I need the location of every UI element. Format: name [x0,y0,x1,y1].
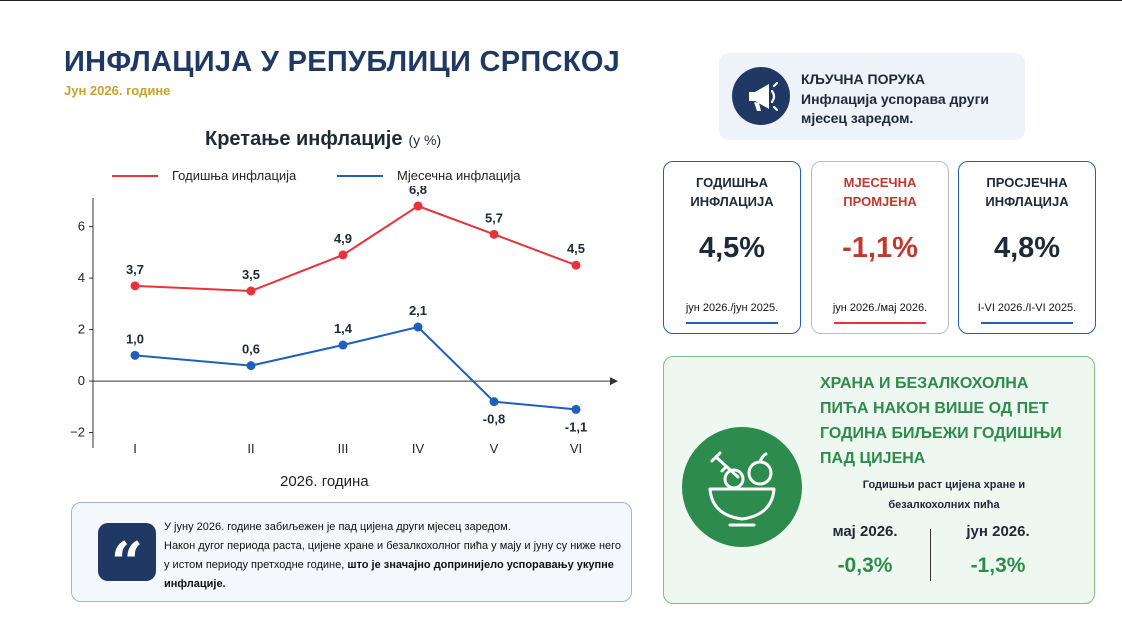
food-jun-label: јун 2026. [966,523,1030,540]
y-tick-label: 4 [78,270,85,285]
data-label-annual: 5,7 [485,210,503,225]
data-label-monthly: 2,1 [409,303,427,318]
quote-icon: “ [98,523,156,596]
data-point-annual [571,260,581,270]
card-monthly-change: МЈЕСЕЧНА ПРОМЈЕНА -1,1% јун 2026./мај 20… [811,161,949,334]
quote-text: У јуну 2026. године забиљежен је пад циј… [164,518,624,594]
card-value: 4,8% [993,232,1061,264]
food-may-column: мај 2026. -0,3% [805,523,925,578]
card-underline [981,322,1073,324]
food-may-value: -0,3% [837,554,893,577]
data-point-annual [246,286,256,296]
data-point-monthly [489,397,499,407]
card-description: јун 2026./мај 2026. [832,302,928,314]
quote-line-1: У јуну 2026. године забиљежен је пад циј… [164,521,511,533]
data-label-annual: 3,5 [242,267,260,282]
card-description: I-VI 2026./I-VI 2025. [977,302,1077,314]
card-underline [834,322,926,324]
food-divider [930,529,931,581]
data-point-annual [130,281,140,291]
card-underline [686,322,778,324]
key-message-panel: КЉУЧНА ПОРУКА Инфлација успорава други м… [719,53,1025,140]
card-title: МЈЕСЕЧНА ПРОМЈЕНА [843,175,917,209]
food-may-label: мај 2026. [832,523,898,540]
data-label-monthly: 1,4 [334,321,353,336]
data-point-annual [489,229,499,239]
data-label-monthly: -1,1 [565,419,587,434]
x-tick-label: I [133,441,137,456]
x-tick-label: VI [570,441,582,456]
chart-title-text: Кретање инфлације [205,128,403,150]
top-border-line [0,0,1122,1]
x-tick-label: II [247,441,254,456]
legend-label-annual: Годишња инфлација [172,168,297,183]
x-tick-label: V [490,441,499,456]
food-title: ХРАНА И БЕЗАЛКОХОЛНА ПИЋА НАКОН ВИШЕ ОД … [820,375,1062,467]
data-label-annual: 3,7 [126,262,144,277]
data-point-monthly [338,340,348,350]
key-message-text: Инфлација успорава други мјесец заредом. [801,91,990,126]
megaphone-icon [732,67,790,125]
series-line-annual [134,204,577,292]
legend-swatch-annual [112,174,158,177]
data-point-annual [413,201,423,211]
data-label-monthly: -0,8 [483,412,505,427]
data-label-annual: 4,5 [567,241,585,256]
x-tick-label: IV [412,441,425,456]
card-title: ГОДИШЊА ИНФЛАЦИЈА [690,175,774,209]
food-bowl-icon [682,427,802,547]
chart-unit: (у %) [408,132,442,148]
data-point-monthly [571,404,581,414]
food-subtitle: Годишњи раст цијена хране и безалкохолни… [862,479,1026,511]
quote-line-2: Након дугог периода раста, цијене хране … [164,540,622,571]
y-tick-label: −2 [70,425,85,440]
legend-item-annual: Годишња инфлација [112,168,296,183]
chart-title: Кретање инфлације (у %) [205,128,441,151]
card-average-inflation: ПРОСЈЕЧНА ИНФЛАЦИЈА 4,8% I-VI 2026./I-VI… [958,161,1096,334]
data-label-monthly: 1,0 [126,331,144,346]
x-axis-label: 2026. година [280,473,369,490]
data-label-annual: 6,8 [409,186,427,197]
card-value: -1,1% [842,232,918,264]
data-point-monthly [413,322,423,332]
food-jun-column: јун 2026. -1,3% [938,523,1058,578]
page-subtitle: Јун 2026. године [64,83,171,98]
page-title: ИНФЛАЦИЈА У РЕПУБЛИЦИ СРПСКОЈ [64,46,621,78]
data-label-monthly: 0,6 [242,342,260,357]
y-tick-label: 2 [78,322,85,337]
data-point-monthly [246,361,256,371]
card-title: ПРОСЈЕЧНА ИНФЛАЦИЈА [985,175,1069,209]
data-point-annual [338,250,348,260]
series-line-monthly [134,325,577,411]
food-panel: ХРАНА И БЕЗАЛКОХОЛНА ПИЋА НАКОН ВИШЕ ОД … [663,356,1095,604]
card-description: јун 2026./јун 2025. [685,302,779,314]
data-label-annual: 4,9 [334,231,352,246]
data-point-monthly [130,350,140,360]
quote-bold: што је значајно допринијело успоравању у… [164,559,614,590]
legend-item-monthly: Мјесечна инфлација [337,168,521,183]
x-axis-arrow [610,377,618,386]
y-tick-label: 0 [78,373,85,388]
legend-label-monthly: Мјесечна инфлација [397,168,521,183]
food-jun-value: -1,3% [970,554,1026,577]
card-annual-inflation: ГОДИШЊА ИНФЛАЦИЈА 4,5% јун 2026./јун 202… [663,161,801,334]
legend-swatch-monthly [337,174,383,177]
quote-panel: “ У јуну 2026. године забиљежен је пад ц… [71,502,632,602]
y-tick-label: 6 [78,219,85,234]
x-tick-label: III [338,441,349,456]
card-value: 4,5% [698,232,766,264]
key-message-title: КЉУЧНА ПОРУКА [801,71,925,87]
